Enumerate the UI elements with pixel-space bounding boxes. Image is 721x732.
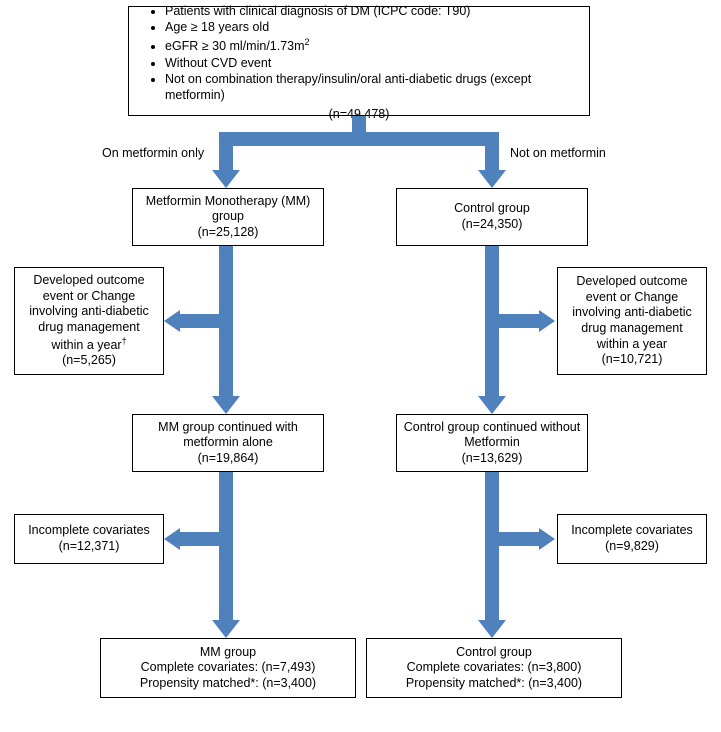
line: event or Change [586,290,678,306]
arrow-head-down [478,396,506,414]
arrow-stem [485,132,499,172]
arrow-stem [485,246,499,398]
line: metformin alone [183,435,273,451]
line: Incomplete covariates [571,523,693,539]
arrow-stem [219,132,233,172]
flowchart: Patients with clinical diagnosis of DM (… [0,0,721,732]
line: Control group continued without [404,420,581,436]
line: Complete covariates: (n=7,493) [141,660,316,676]
line: MM group continued with [158,420,298,436]
line: involving anti-diabetic [572,305,692,321]
excl-right-1: Developed outcome event or Change involv… [557,267,707,375]
arrow-head-left [164,310,180,332]
line: Developed outcome [33,273,144,289]
line: Metformin [464,435,520,451]
line: Complete covariates: (n=3,800) [407,660,582,676]
arrow-head-down [212,170,240,188]
line: group [212,209,244,225]
excl-left-1: Developed outcome event or Change involv… [14,267,164,375]
line: (n=25,128) [198,225,259,241]
arrow-head-right [539,310,555,332]
arrow-stem [180,532,220,546]
line: Incomplete covariates [28,523,150,539]
line: Propensity matched*: (n=3,400) [140,676,316,692]
line: (n=24,350) [462,217,523,233]
arrow-head-left [164,528,180,550]
control-final-box: Control group Complete covariates: (n=3,… [366,638,622,698]
line: Control group [456,645,532,661]
arrow-stem [219,246,233,398]
arrow-stem [485,472,499,622]
arrow-stem [499,532,539,546]
arrow-head-down [478,620,506,638]
criteria-item: Not on combination therapy/insulin/oral … [165,72,571,103]
split-label-right: Not on metformin [510,146,606,160]
criteria-list: Patients with clinical diagnosis of DM (… [147,4,571,105]
arrow-head-down [478,170,506,188]
excl-left-2: Incomplete covariates (n=12,371) [14,514,164,564]
line: within a year [597,337,667,353]
arrow-head-down [212,396,240,414]
line: (n=13,629) [462,451,523,467]
line: (n=12,371) [59,539,120,555]
line: Control group [454,201,530,217]
arrow-stem [219,132,499,146]
control-group-box: Control group (n=24,350) [396,188,588,246]
line: event or Change [43,289,135,305]
criteria-item: Without CVD event [165,56,571,72]
arrow-stem [499,314,539,328]
mm-group-box: Metformin Monotherapy (MM) group (n=25,1… [132,188,324,246]
criteria-item: Patients with clinical diagnosis of DM (… [165,4,571,20]
line: Developed outcome [576,274,687,290]
line: (n=9,829) [605,539,659,555]
arrow-stem [180,314,220,328]
line: (n=5,265) [62,353,116,369]
arrow-head-down [212,620,240,638]
arrow-stem [219,472,233,622]
criteria-box: Patients with clinical diagnosis of DM (… [128,6,590,116]
line: Propensity matched*: (n=3,400) [406,676,582,692]
criteria-item: eGFR ≥ 30 ml/min/1.73m2 [165,37,571,55]
line: (n=19,864) [198,451,259,467]
control-continued-box: Control group continued without Metformi… [396,414,588,472]
line: Metformin Monotherapy (MM) [146,194,311,210]
line: drug management [581,321,682,337]
line: MM group [200,645,256,661]
line: drug management [38,320,139,336]
mm-final-box: MM group Complete covariates: (n=7,493) … [100,638,356,698]
arrow-head-right [539,528,555,550]
split-label-left: On metformin only [102,146,204,160]
mm-continued-box: MM group continued with metformin alone … [132,414,324,472]
line: involving anti-diabetic [29,304,149,320]
criteria-item: Age ≥ 18 years old [165,20,571,36]
line: within a year† [51,336,126,354]
line: (n=10,721) [602,352,663,368]
excl-right-2: Incomplete covariates (n=9,829) [557,514,707,564]
